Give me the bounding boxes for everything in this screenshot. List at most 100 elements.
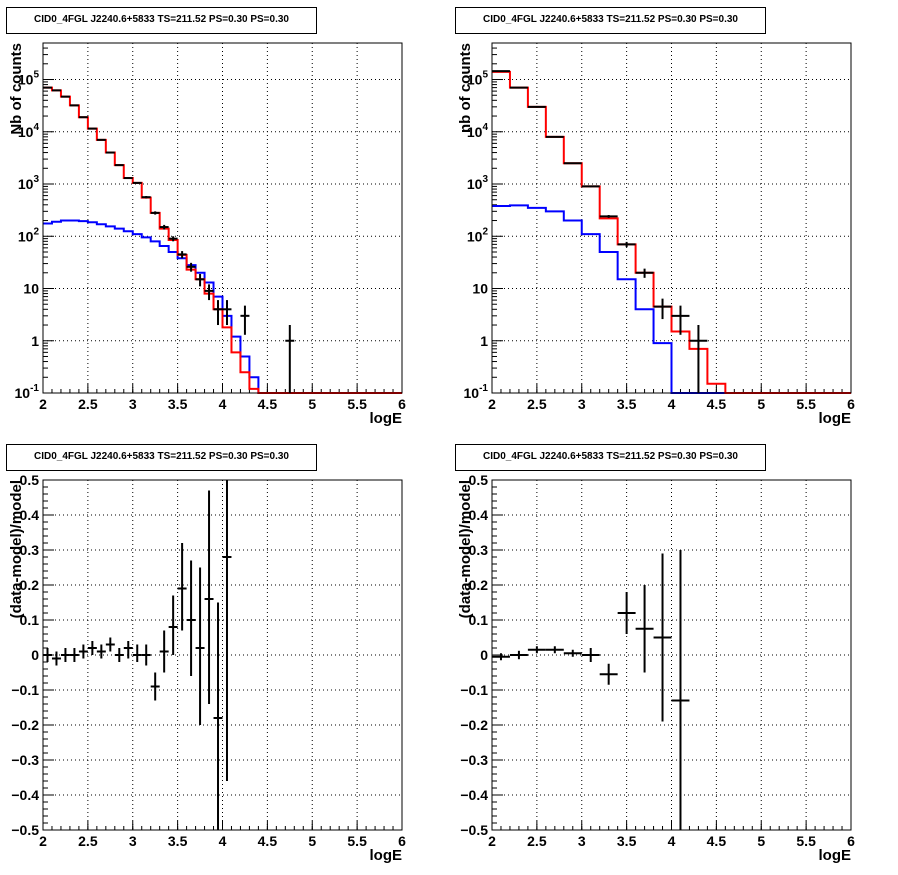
chart-title-top-right: CID0_4FGL J2240.6+5833 TS=211.52 PS=0.30…	[455, 7, 766, 34]
y-axis-title: (data-model)/model	[8, 480, 25, 618]
y-axis-title: nb of counts	[457, 43, 474, 133]
data-point	[69, 104, 79, 107]
data-point	[177, 543, 187, 631]
data-point	[581, 648, 600, 662]
data-point	[204, 284, 214, 301]
y-tick-label: 0.1	[20, 612, 40, 628]
plot-frame	[42, 42, 403, 394]
data-point	[69, 648, 79, 662]
x-tick-label: 5	[757, 833, 765, 849]
plot-frame	[42, 479, 403, 831]
x-tick-label: 2	[39, 833, 47, 849]
chart-title-bottom-right: CID0_4FGL J2240.6+5833 TS=211.52 PS=0.30…	[455, 444, 766, 471]
x-tick-label: 2.5	[527, 833, 547, 849]
y-tick-label: 103	[467, 174, 489, 192]
y-tick-label: 0.1	[469, 612, 489, 628]
x-tick-label: 4	[668, 396, 676, 412]
x-tick-label: 6	[847, 833, 855, 849]
chart-title-bottom-left: CID0_4FGL J2240.6+5833 TS=211.52 PS=0.30…	[6, 444, 317, 471]
y-tick-label: 0	[31, 647, 39, 663]
x-tick-label: 2.5	[78, 833, 98, 849]
x-tick-label: 6	[398, 833, 406, 849]
chart-title-top-left: CID0_4FGL J2240.6+5833 TS=211.52 PS=0.30…	[6, 7, 317, 34]
y-tick-label: −0.2	[11, 717, 39, 733]
data-point	[159, 630, 169, 673]
data-point	[60, 648, 70, 662]
x-tick-label: 5	[308, 396, 316, 412]
data-point	[177, 251, 187, 259]
y-tick-label: −0.1	[11, 682, 39, 698]
data-point	[150, 672, 160, 701]
data-point	[186, 262, 196, 272]
data-point	[285, 325, 295, 393]
data-point	[123, 641, 133, 659]
x-tick-label: 3	[578, 833, 586, 849]
x-tick-label: 5	[308, 833, 316, 849]
data-point	[186, 560, 196, 676]
y-tick-label: 0.5	[469, 472, 489, 488]
data-point	[581, 185, 600, 188]
y-tick-label: −0.3	[11, 752, 39, 768]
x-tick-label: 5.5	[796, 833, 816, 849]
data-point	[87, 641, 97, 655]
data-point	[599, 663, 618, 685]
x-tick-label: 3	[129, 833, 137, 849]
data-point	[96, 138, 106, 141]
x-tick-label: 6	[398, 396, 406, 412]
panel-residuals-right: 2 2.5 3 3.5 4 4.5 5 5.5 6 −0.5 −0.4 −0.3 −0.2 −0.1 0 0.…	[457, 472, 855, 864]
y-tick-label: 0.3	[20, 542, 40, 558]
x-axis-title: logE	[819, 410, 852, 427]
x-tick-label: 5.5	[347, 833, 367, 849]
y-tick-label: 0.4	[20, 507, 40, 523]
data-point	[222, 300, 232, 326]
y-tick-label: 1	[480, 333, 488, 349]
data-point	[653, 553, 672, 722]
y-tick-label: −0.4	[460, 787, 488, 803]
y-tick-label: −0.4	[11, 787, 39, 803]
data-point	[105, 151, 115, 154]
y-tick-label: 10-1	[15, 383, 40, 401]
x-tick-label: 4	[668, 833, 676, 849]
x-tick-label: 3	[129, 396, 137, 412]
data-point	[671, 550, 690, 830]
y-tick-label: 10	[23, 281, 39, 297]
data-point	[51, 651, 61, 666]
y-tick-label: 0	[480, 647, 488, 663]
data-point	[43, 648, 52, 662]
x-tick-label: 3	[578, 396, 586, 412]
data-point	[635, 585, 654, 673]
data-point	[653, 298, 672, 320]
y-axis-title: Nb of counts	[8, 43, 25, 135]
plot-frame	[491, 42, 852, 394]
data-point	[96, 644, 106, 659]
data-point	[204, 490, 214, 704]
data-point	[617, 241, 636, 248]
y-tick-label: −0.1	[460, 682, 488, 698]
y-tick-label: 0.2	[20, 577, 40, 593]
data-point	[689, 325, 708, 393]
panel-counts-left: 2 2.5 3 3.5 4 4.5 5 5.5 610-1110102103104105logE…	[8, 42, 406, 427]
x-tick-label: 4.5	[258, 396, 278, 412]
data-point	[509, 650, 528, 660]
data-point	[240, 305, 250, 335]
y-tick-label: 0.2	[469, 577, 489, 593]
data-point	[78, 644, 88, 659]
y-tick-label: 102	[18, 226, 40, 244]
data-point	[168, 236, 178, 242]
y-tick-label: 10	[472, 281, 488, 297]
data-point	[222, 480, 232, 781]
x-tick-label: 3.5	[168, 396, 188, 412]
y-axis-title: (data-model)/model	[457, 480, 474, 618]
data-point	[141, 195, 151, 199]
data-point	[635, 268, 654, 278]
data-point	[599, 215, 618, 218]
data-point	[617, 592, 636, 634]
panel-residuals-left: 2 2.5 3 3.5 4 4.5 5 5.5 6 −0.5 −0.4 −0.3 −0.2 −0.1 0 0.…	[8, 472, 406, 864]
data-point	[105, 637, 115, 652]
y-tick-label: 1	[31, 333, 39, 349]
x-tick-label: 6	[847, 396, 855, 412]
x-tick-label: 4	[219, 396, 227, 412]
x-tick-label: 4	[219, 833, 227, 849]
x-axis-title: logE	[370, 847, 403, 864]
x-tick-label: 3.5	[168, 833, 188, 849]
